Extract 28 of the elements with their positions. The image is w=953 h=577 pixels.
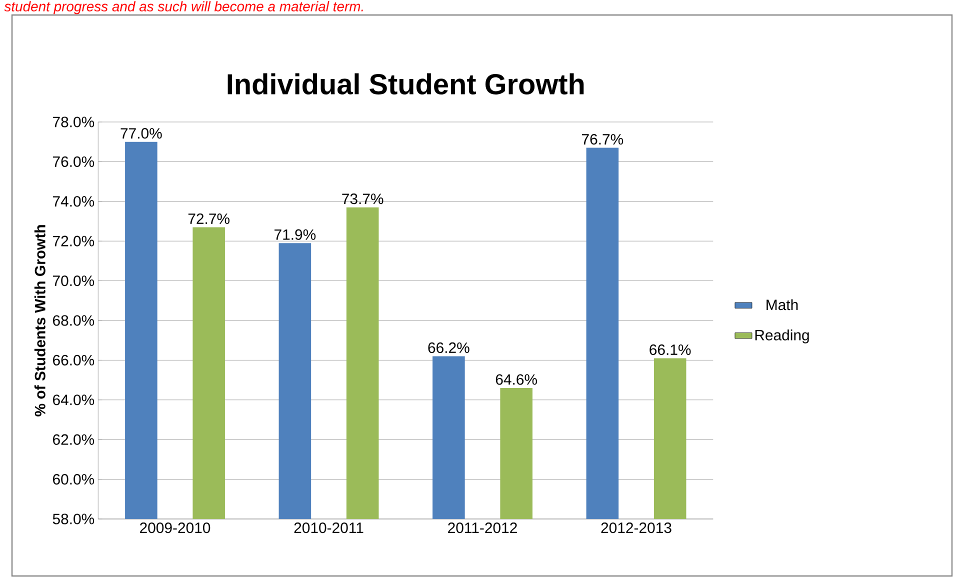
data-label: 71.9% [274, 229, 316, 240]
x-tick-label: 2010-2011 [294, 522, 364, 534]
data-label: 77.0% [120, 128, 162, 139]
text: student progress and as such will become a material term. [4, 1, 363, 14]
y-axis-title: % of Students With Growth [34, 225, 46, 416]
y-tick-label: 58.0% [52, 514, 94, 524]
y-tick-label: 76.0% [53, 156, 94, 167]
y-tick-label: 70.0% [53, 275, 94, 286]
legend-label: Math [766, 299, 798, 310]
y-tick-label: 64.0% [53, 394, 94, 406]
y-tick-label: 66.0% [53, 354, 94, 366]
data-label: 66.1% [650, 344, 691, 355]
y-tick-label: 78.0% [53, 116, 94, 128]
y-tick-label: 60.0% [53, 474, 94, 485]
legend-label: Reading [755, 329, 809, 344]
y-tick-label: 72.0% [53, 236, 94, 246]
y-tick-label: 74.0% [53, 196, 94, 207]
data-label: 72.7% [188, 213, 230, 224]
x-tick-label: 2012-2013 [601, 522, 672, 534]
x-tick-label: 2011-2012 [448, 522, 517, 534]
data-label: 73.7% [342, 194, 384, 204]
y-tick-label: 62.0% [53, 434, 94, 445]
chart-title: Individual Student Growth [228, 73, 584, 94]
data-label: 66.2% [428, 342, 470, 354]
data-label: 64.6% [496, 374, 537, 385]
y-tick-label: 68.0% [53, 315, 94, 326]
x-tick-label: 2009-2010 [140, 522, 210, 534]
data-label: 76.7% [582, 134, 624, 145]
